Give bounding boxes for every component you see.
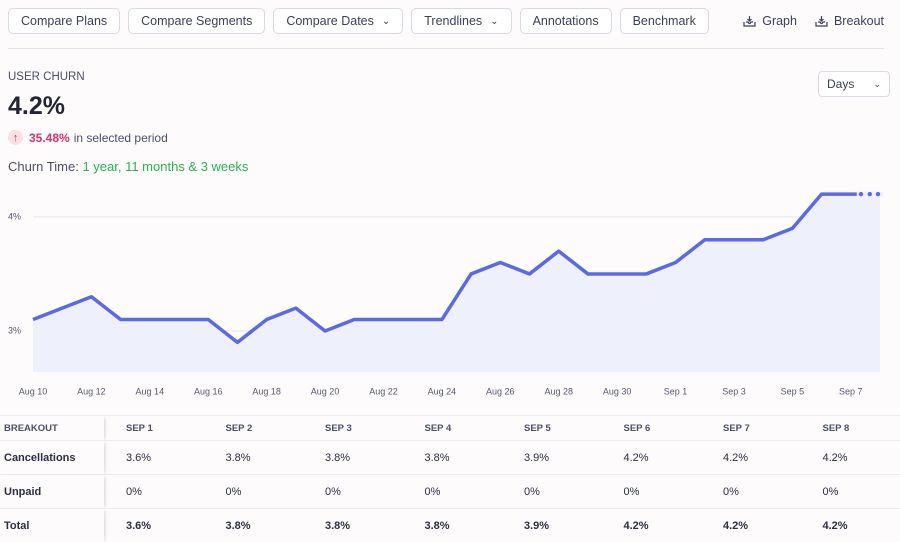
x-tick-label: Sep 5 [781,386,805,396]
actions: Graph Breakout [743,14,884,28]
button-label: Compare Segments [141,14,252,28]
button-label: Compare Plans [21,14,107,28]
change-text: in selected period [74,131,168,145]
chart: 3% 4% Aug 10 Aug 12 Aug 14 Aug 16 Aug 18 Aug 20… [0,180,900,410]
x-tick-label: Aug 22 [369,386,398,396]
incomplete-dot [859,192,863,196]
incomplete-dot [868,192,872,196]
cell: 3.8% [303,441,403,475]
cell: 0% [303,475,403,509]
toolbar-button[interactable]: Compare Dates ⌄ [273,8,403,34]
churn-time: Churn Time: 1 year, 11 months & 3 weeks [8,159,248,174]
cell: 0% [104,475,204,509]
cell: 3.8% [303,509,403,542]
cell: 0% [801,475,900,509]
action-label: Graph [762,14,797,28]
x-tick-label: Aug 18 [252,386,281,396]
action-label: Breakout [834,14,884,28]
cell: 3.8% [403,441,503,475]
cell: 4.2% [701,509,801,542]
header-cell: SEP 4 [403,416,503,441]
button-label: Annotations [533,14,599,28]
row-label: Total [0,509,104,542]
cell: 0% [403,475,503,509]
cell: 0% [204,475,304,509]
header-cell: SEP 5 [502,416,602,441]
churn-time-label: Churn Time: [8,159,79,174]
x-tick-label: Aug 12 [77,386,106,396]
x-tick-label: Sep 1 [664,386,688,396]
header-cell: BREAKOUT [0,416,104,441]
metric-label: USER CHURN [8,71,85,83]
churn-time-value: 1 year, 11 months & 3 weeks [82,159,248,174]
chevron: ⌄ [382,16,390,27]
toolbar-button[interactable]: Compare Segments [128,8,265,34]
cell: 4.2% [701,441,801,475]
x-tick-label: Aug 28 [544,386,573,396]
button-label: Trendlines [424,14,482,28]
action-button[interactable]: Breakout [815,14,884,28]
x-tick-label: Aug 26 [486,386,515,396]
y-tick-label: 4% [8,211,21,221]
metric-change: ↑ 35.48% in selected period [8,130,168,145]
cell: 4.2% [602,509,702,542]
up-icon: ↑ [8,130,23,145]
metric-value: 4.2% [8,92,65,121]
header-cell: SEP 7 [701,416,801,441]
cell: 0% [502,475,602,509]
cell: 3.6% [104,509,204,542]
period-text: Days [827,77,854,91]
x-tick-label: Aug 30 [603,386,632,396]
cell: 0% [602,475,702,509]
toolbar: Compare Plans Compare Segments Compare Dat… [8,8,709,34]
chevron: ⌄ [490,16,498,27]
x-tick-label: Aug 24 [428,386,457,396]
toolbar-button[interactable]: Benchmark [620,8,709,34]
cell: 3.9% [502,509,602,542]
cell: 3.8% [403,509,503,542]
toolbar-button[interactable]: Trendlines ⌄ [411,8,511,34]
header-cell: SEP 3 [303,416,403,441]
x-tick-label: Aug 10 [19,386,48,396]
cell: 3.9% [502,441,602,475]
button-label: Compare Dates [286,14,374,28]
row-label: Unpaid [0,475,104,509]
x-tick-label: Sep 7 [839,386,863,396]
incomplete-dot [876,192,880,196]
chevron: ⌄ [873,79,881,90]
x-tick-label: Aug 20 [311,386,340,396]
cell: 4.2% [801,441,900,475]
row-label: Cancellations [0,441,104,475]
cell: 0% [701,475,801,509]
toolbar-button[interactable]: Compare Plans [8,8,120,34]
header-cell: SEP 2 [204,416,304,441]
x-tick-label: Aug 14 [136,386,165,396]
cell: 4.2% [602,441,702,475]
area [33,194,880,372]
cell: 3.8% [204,509,304,542]
toolbar-button[interactable]: Annotations [520,8,612,34]
y-tick-label: 3% [8,325,21,335]
button-label: Benchmark [633,14,696,28]
tray-icon [815,15,828,27]
header-cell: SEP 8 [801,416,900,441]
divider [8,48,884,49]
x-tick-label: Aug 16 [194,386,223,396]
cell: 3.6% [104,441,204,475]
action-button[interactable]: Graph [743,14,797,28]
x-tick-label: Sep 3 [722,386,746,396]
change-value: 35.48% [29,131,70,145]
cell: 3.8% [204,441,304,475]
tray-icon [743,15,756,27]
period-select[interactable]: Days ⌄ [818,71,890,97]
cell: 4.2% [801,509,900,542]
header-cell: SEP 1 [104,416,204,441]
header-cell: SEP 6 [602,416,702,441]
